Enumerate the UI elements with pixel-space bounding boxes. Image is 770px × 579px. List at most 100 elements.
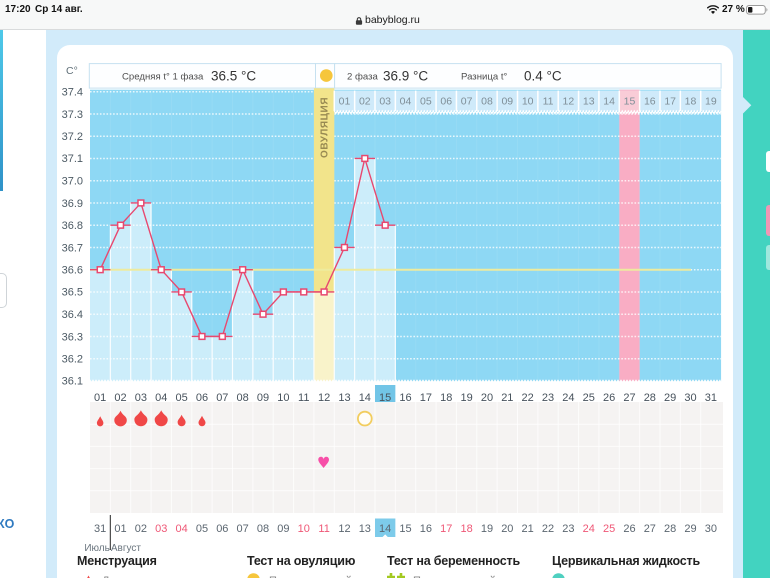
svg-text:36.9: 36.9 (62, 198, 83, 210)
svg-text:01: 01 (114, 523, 126, 535)
svg-text:36.7: 36.7 (62, 242, 83, 254)
svg-text:02: 02 (359, 96, 371, 108)
svg-text:Средняя t° 1 фаза: Средняя t° 1 фаза (122, 72, 204, 83)
svg-text:36.1: 36.1 (62, 376, 83, 388)
svg-text:01: 01 (94, 392, 106, 404)
svg-text:30: 30 (705, 523, 717, 535)
svg-text:24: 24 (562, 392, 574, 404)
svg-text:23: 23 (542, 392, 554, 404)
svg-text:C°: C° (66, 65, 78, 77)
svg-text:30: 30 (684, 392, 696, 404)
svg-text:01: 01 (339, 96, 351, 108)
svg-text:0.4 °C: 0.4 °C (524, 69, 562, 84)
svg-text:27: 27 (644, 523, 656, 535)
svg-text:17: 17 (664, 96, 676, 108)
svg-text:21: 21 (501, 392, 513, 404)
svg-text:12: 12 (318, 392, 330, 404)
svg-text:04: 04 (175, 523, 187, 535)
svg-text:06: 06 (440, 96, 452, 108)
svg-text:07: 07 (461, 96, 473, 108)
svg-text:36.2: 36.2 (62, 354, 83, 366)
svg-text:25: 25 (583, 392, 595, 404)
svg-text:20: 20 (501, 523, 513, 535)
svg-text:37.2: 37.2 (62, 131, 83, 143)
svg-text:Цервикальная жидкость: Цервикальная жидкость (552, 554, 700, 568)
svg-text:08: 08 (481, 96, 493, 108)
svg-text:22: 22 (542, 523, 554, 535)
svg-text:26: 26 (623, 523, 635, 535)
svg-text:09: 09 (501, 96, 513, 108)
svg-text:14: 14 (603, 96, 615, 108)
svg-text:28: 28 (664, 523, 676, 535)
svg-text:37.3: 37.3 (62, 109, 83, 121)
svg-text:37.1: 37.1 (62, 153, 83, 165)
svg-text:18: 18 (460, 523, 472, 535)
svg-text:02: 02 (135, 523, 147, 535)
svg-text:25: 25 (603, 523, 615, 535)
svg-text:07: 07 (237, 523, 249, 535)
svg-text:ОВУЛЯЦИЯ: ОВУЛЯЦИЯ (320, 97, 331, 158)
svg-text:31: 31 (94, 523, 106, 535)
svg-text:11: 11 (318, 523, 329, 535)
svg-text:16: 16 (399, 392, 411, 404)
svg-text:22: 22 (522, 392, 534, 404)
svg-text:04: 04 (400, 96, 412, 108)
svg-text:13: 13 (359, 523, 371, 535)
svg-text:24: 24 (583, 523, 595, 535)
svg-text:08: 08 (257, 523, 269, 535)
svg-text:27: 27 (623, 392, 635, 404)
svg-text:37.0: 37.0 (62, 176, 83, 188)
svg-text:17: 17 (420, 392, 432, 404)
svg-text:07: 07 (216, 392, 228, 404)
svg-text:09: 09 (277, 523, 289, 535)
svg-text:29: 29 (664, 392, 676, 404)
svg-text:Положительный: Положительный (269, 575, 352, 578)
svg-text:23: 23 (562, 523, 574, 535)
svg-text:18: 18 (440, 392, 452, 404)
svg-text:16: 16 (644, 96, 656, 108)
svg-text:10: 10 (522, 96, 534, 108)
svg-text:06: 06 (196, 392, 208, 404)
svg-text:02: 02 (114, 392, 126, 404)
svg-text:19: 19 (481, 523, 493, 535)
svg-text:Разница t°: Разница t° (461, 72, 508, 83)
svg-text:03: 03 (379, 96, 391, 108)
svg-text:12: 12 (338, 523, 350, 535)
svg-text:20: 20 (481, 392, 493, 404)
svg-text:36.8: 36.8 (62, 220, 83, 232)
svg-text:10: 10 (298, 523, 310, 535)
svg-text:36.3: 36.3 (62, 331, 83, 343)
svg-text:15: 15 (624, 96, 636, 108)
svg-text:36.5 °C: 36.5 °C (211, 69, 256, 84)
svg-text:Июль: Июль (84, 543, 110, 554)
svg-text:18: 18 (685, 96, 697, 108)
svg-text:08: 08 (237, 392, 249, 404)
svg-text:26: 26 (603, 392, 615, 404)
svg-text:13: 13 (338, 392, 350, 404)
svg-text:Положительный: Положительный (413, 575, 496, 578)
svg-text:Тест на беременность: Тест на беременность (387, 554, 520, 568)
svg-text:06: 06 (216, 523, 228, 535)
svg-text:28: 28 (644, 392, 656, 404)
svg-text:2 фаза: 2 фаза (347, 72, 379, 83)
svg-text:29: 29 (684, 523, 696, 535)
svg-text:Да: Да (102, 575, 116, 578)
svg-text:Тест на овуляцию: Тест на овуляцию (247, 554, 356, 568)
svg-text:11: 11 (298, 392, 309, 404)
svg-text:03: 03 (155, 523, 167, 535)
svg-text:09: 09 (257, 392, 269, 404)
svg-text:36.4: 36.4 (62, 309, 83, 321)
svg-text:Менструация: Менструация (77, 554, 157, 568)
svg-text:05: 05 (175, 392, 187, 404)
svg-text:21: 21 (522, 523, 534, 535)
svg-text:Август: Август (111, 543, 142, 554)
svg-text:37.4: 37.4 (62, 87, 83, 99)
svg-text:31: 31 (705, 392, 717, 404)
svg-text:36.9 °C: 36.9 °C (383, 69, 428, 84)
svg-text:04: 04 (155, 392, 167, 404)
svg-text:17: 17 (440, 523, 452, 535)
svg-text:16: 16 (420, 523, 432, 535)
svg-text:15: 15 (379, 392, 391, 404)
svg-text:03: 03 (135, 392, 147, 404)
svg-text:13: 13 (583, 96, 595, 108)
